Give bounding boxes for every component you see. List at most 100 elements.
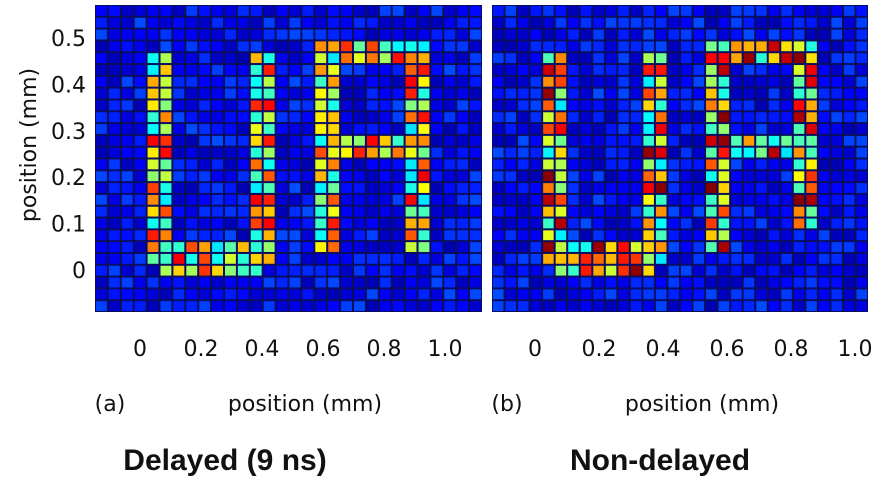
heatmap-cell	[328, 266, 339, 276]
heatmap-cell	[457, 160, 468, 170]
heatmap-cell	[518, 254, 529, 264]
heatmap-cell	[794, 136, 805, 146]
heatmap-cell	[302, 6, 313, 16]
heatmap-cell	[199, 136, 210, 146]
heatmap-cell	[756, 171, 767, 181]
heatmap-cell	[631, 183, 642, 193]
heatmap-cell	[380, 148, 391, 158]
heatmap-cell	[794, 266, 805, 276]
heatmap-cell	[444, 242, 455, 252]
heatmap-cell	[393, 18, 404, 28]
heatmap-cell	[744, 301, 755, 311]
heatmap-cell	[806, 183, 817, 193]
heatmap-cell	[444, 148, 455, 158]
heatmap-cell	[393, 6, 404, 16]
heatmap-cell	[302, 148, 313, 158]
heatmap-cell	[457, 136, 468, 146]
heatmap-cell	[406, 301, 417, 311]
heatmap-cell	[856, 183, 867, 193]
heatmap-cell	[212, 160, 223, 170]
heatmap-cell	[543, 41, 554, 51]
heatmap-cell	[328, 136, 339, 146]
heatmap-cell	[706, 266, 717, 276]
heatmap-cell	[380, 100, 391, 110]
heatmap-cell	[581, 53, 592, 63]
heatmap-cell	[444, 136, 455, 146]
heatmap-cell	[315, 207, 326, 217]
heatmap-cell	[302, 230, 313, 240]
heatmap-cell	[806, 219, 817, 229]
heatmap-cell	[769, 278, 780, 288]
heatmap-cell	[173, 148, 184, 158]
heatmap-cell	[444, 41, 455, 51]
heatmap-cell	[631, 160, 642, 170]
heatmap-cell	[581, 148, 592, 158]
heatmap-cell	[844, 65, 855, 75]
heatmap-cell	[264, 171, 275, 181]
heatmap-cell	[518, 230, 529, 240]
heatmap-cell	[744, 89, 755, 99]
heatmap-cell	[380, 289, 391, 299]
heatmap-cell	[380, 242, 391, 252]
heatmap-cell	[581, 100, 592, 110]
heatmap-cell	[518, 148, 529, 158]
heatmap-cell	[328, 278, 339, 288]
heatmap-cell	[367, 207, 378, 217]
heatmap-cell	[643, 100, 654, 110]
heatmap-cell	[506, 207, 517, 217]
heatmap-cell	[135, 41, 146, 51]
heatmap-cell	[457, 219, 468, 229]
heatmap-cell	[380, 124, 391, 134]
heatmap-cell	[769, 100, 780, 110]
heatmap-cell	[606, 89, 617, 99]
heatmap-cell	[122, 89, 133, 99]
heatmap-cell	[212, 183, 223, 193]
heatmap-cell	[277, 289, 288, 299]
heatmap-cell	[122, 148, 133, 158]
heatmap-cell	[315, 41, 326, 51]
heatmap-cell	[493, 112, 504, 122]
heatmap-cell	[606, 289, 617, 299]
heatmap-cell	[531, 30, 542, 40]
heatmap-cell	[668, 254, 679, 264]
heatmap-cell	[581, 112, 592, 122]
heatmap-cell	[631, 41, 642, 51]
heatmap-cell	[668, 183, 679, 193]
heatmap-cell	[506, 136, 517, 146]
heatmap-cell	[264, 148, 275, 158]
heatmap-cell	[186, 89, 197, 99]
heatmap-cell	[444, 289, 455, 299]
heatmap-cell	[593, 195, 604, 205]
heatmap-cell	[419, 30, 430, 40]
heatmap-cell	[643, 136, 654, 146]
heatmap-cell	[744, 171, 755, 181]
heatmap-cell	[631, 53, 642, 63]
heatmap-cell	[173, 65, 184, 75]
heatmap-cell	[277, 6, 288, 16]
heatmap-cell	[543, 30, 554, 40]
heatmap-cell	[806, 171, 817, 181]
heatmap-cell	[756, 30, 767, 40]
heatmap-cell	[315, 160, 326, 170]
heatmap-cell	[744, 254, 755, 264]
heatmap-cell	[199, 53, 210, 63]
heatmap-cell	[506, 6, 517, 16]
heatmap-cell	[470, 278, 481, 288]
heatmap-cell	[593, 6, 604, 16]
heatmap-cell	[631, 171, 642, 181]
heatmap-cell	[568, 183, 579, 193]
heatmap-cell	[96, 160, 107, 170]
heatmap-cell	[493, 89, 504, 99]
heatmap-cell	[806, 278, 817, 288]
heatmap-cell	[731, 160, 742, 170]
heatmap-cell	[393, 171, 404, 181]
heatmap-cell	[457, 289, 468, 299]
heatmap-cell	[199, 242, 210, 252]
heatmap-cell	[819, 65, 830, 75]
heatmap-cell	[238, 195, 249, 205]
heatmap-cell	[186, 254, 197, 264]
heatmap-cell	[556, 289, 567, 299]
heatmap-cell	[419, 65, 430, 75]
heatmap-cell	[290, 183, 301, 193]
heatmap-cell	[328, 148, 339, 158]
